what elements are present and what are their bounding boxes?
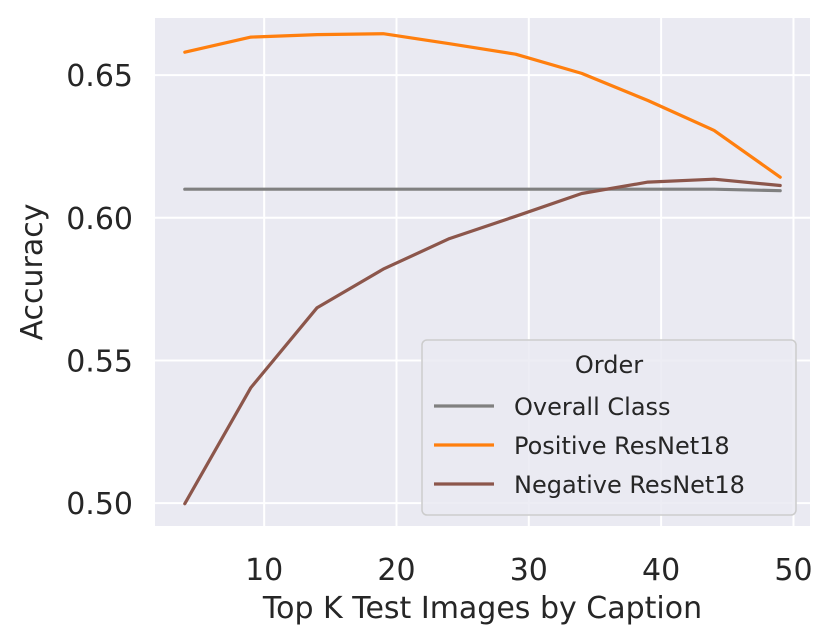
- series-line-negative-resnet18: [183, 177, 782, 506]
- x-tick-label: 40: [642, 553, 680, 588]
- series-line-positive-resnet18: [183, 32, 782, 179]
- x-axis-label: Top K Test Images by Caption: [262, 591, 702, 626]
- y-tick-label: 0.50: [66, 487, 133, 522]
- x-tick-label: 50: [774, 553, 812, 588]
- y-tick-label: 0.55: [66, 344, 133, 379]
- x-tick-label: 30: [510, 553, 548, 588]
- legend-label: Positive ResNet18: [514, 432, 730, 460]
- legend-label: Negative ResNet18: [514, 471, 745, 499]
- y-tick-label: 0.65: [66, 59, 133, 94]
- tick-labels: 10 20 30 40 50 0.50 0.55 0.60 0.65: [66, 59, 812, 588]
- x-tick-label: 10: [245, 553, 283, 588]
- x-tick-label: 20: [377, 553, 415, 588]
- legend-items: Overall Class Positive ResNet18 Negative R…: [434, 393, 745, 499]
- legend-box: [421, 339, 797, 516]
- y-axis-label: Accuracy: [15, 204, 50, 341]
- legend-label: Overall Class: [514, 393, 671, 421]
- legend: Order Overall Class Positive ResNet18 Nega…: [421, 339, 797, 516]
- series-lines: [183, 32, 782, 506]
- series-line-overall-class: [183, 187, 782, 193]
- legend-title: Order: [575, 351, 643, 379]
- y-tick-label: 0.60: [66, 202, 133, 237]
